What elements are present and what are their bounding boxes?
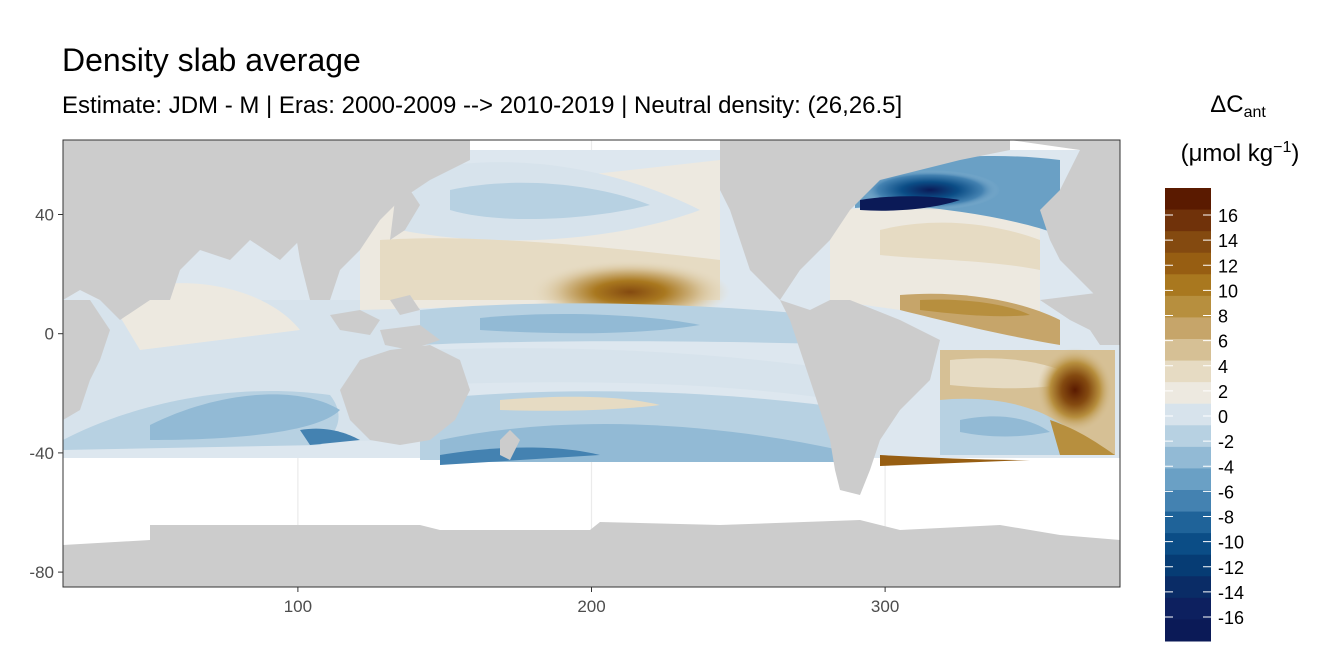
legend-swatch xyxy=(1165,403,1211,426)
legend-label: 0 xyxy=(1218,407,1228,427)
legend-label: -4 xyxy=(1218,457,1234,477)
legend-swatch xyxy=(1165,511,1211,534)
y-axis: 40 0 -40 -80 xyxy=(29,206,63,582)
legend-swatch xyxy=(1165,295,1211,318)
legend-swatch xyxy=(1165,490,1211,513)
legend-label: 8 xyxy=(1218,307,1228,327)
legend-label: -10 xyxy=(1218,533,1244,553)
legend-label: 2 xyxy=(1218,382,1228,402)
legend-swatch xyxy=(1165,231,1211,254)
legend-swatch xyxy=(1165,274,1211,297)
legend-unit-suffix: ) xyxy=(1291,140,1299,167)
legend-label: 16 xyxy=(1218,206,1238,226)
legend-title-line1: ΔCant xyxy=(1210,91,1266,121)
y-tick-label: -80 xyxy=(29,563,54,582)
x-tick-label: 200 xyxy=(577,597,605,616)
legend-title-line2: (μmol kg−1) xyxy=(1181,139,1300,167)
legend-swatch xyxy=(1165,317,1211,340)
legend-swatch xyxy=(1165,576,1211,599)
x-axis: 100 200 300 xyxy=(284,587,899,616)
legend-label: 14 xyxy=(1218,231,1238,251)
legend-swatch xyxy=(1165,252,1211,275)
map-panel xyxy=(63,140,1120,587)
x-tick-label: 300 xyxy=(871,597,899,616)
legend-swatch xyxy=(1165,382,1211,405)
legend-swatch xyxy=(1165,533,1211,556)
legend-label: -2 xyxy=(1218,432,1234,452)
legend-unit-prefix: (μmol kg xyxy=(1181,140,1274,167)
legend-label: -14 xyxy=(1218,583,1244,603)
chart-subtitle: Estimate: JDM - M | Eras: 2000-2009 --> … xyxy=(62,92,903,119)
legend-label: -6 xyxy=(1218,482,1234,502)
legend-labels: 16 14 12 10 8 6 4 2 0 -2 -4 -6 -8 -10 -12 -14 -16 xyxy=(1165,206,1244,628)
legend-label: 6 xyxy=(1218,332,1228,352)
legend-swatch xyxy=(1165,446,1211,469)
x-tick-label: 100 xyxy=(284,597,312,616)
y-tick-label: 40 xyxy=(35,206,54,225)
legend-swatch xyxy=(1165,468,1211,491)
legend-title-subscript: ant xyxy=(1244,104,1267,121)
chart-title: Density slab average xyxy=(62,42,361,78)
y-tick-label: 0 xyxy=(45,325,54,344)
anomaly-field xyxy=(63,155,1115,466)
legend-swatch xyxy=(1165,188,1211,211)
legend-label: -12 xyxy=(1218,558,1244,578)
legend-unit-superscript: −1 xyxy=(1273,139,1291,156)
legend-label: 10 xyxy=(1218,281,1238,301)
legend-swatch xyxy=(1165,360,1211,383)
legend-label: -8 xyxy=(1218,508,1234,528)
legend-swatch xyxy=(1165,619,1211,642)
color-legend: ΔCant (μmol kg−1) 16 14 12 10 8 6 4 2 0 -2 -4 -6 -8 -… xyxy=(1165,91,1299,642)
legend-swatch xyxy=(1165,554,1211,577)
legend-label: 12 xyxy=(1218,256,1238,276)
legend-colorbar xyxy=(1165,188,1211,642)
legend-label: -16 xyxy=(1218,608,1244,628)
land xyxy=(63,140,1120,587)
legend-label: 4 xyxy=(1218,357,1228,377)
legend-swatch xyxy=(1165,339,1211,362)
legend-swatch xyxy=(1165,209,1211,232)
legend-swatch xyxy=(1165,425,1211,448)
legend-swatch xyxy=(1165,597,1211,620)
legend-title-main: ΔC xyxy=(1210,91,1243,118)
y-tick-label: -40 xyxy=(29,444,54,463)
